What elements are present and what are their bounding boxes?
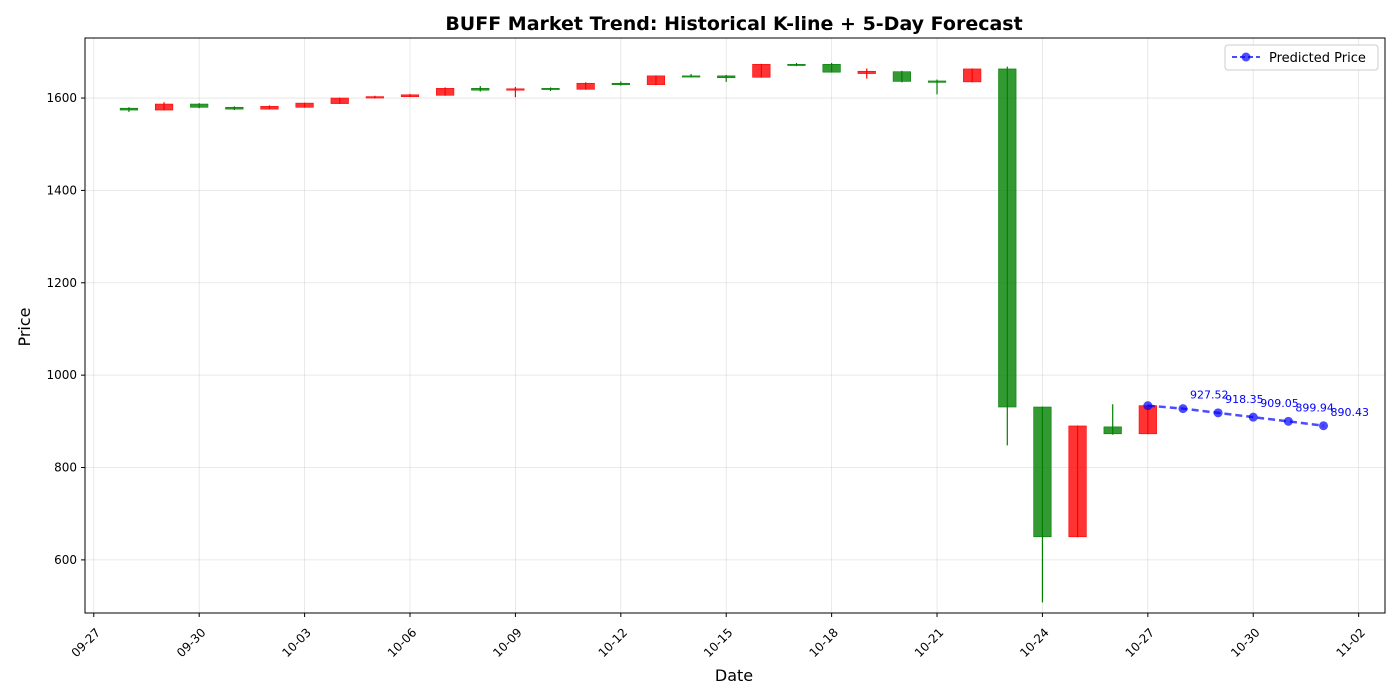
candle-body (365, 96, 384, 99)
candle-body (295, 102, 314, 108)
x-tick-label: 10-21 (912, 625, 947, 660)
prediction-value-label: 899.94 (1295, 401, 1334, 414)
prediction-point (1178, 404, 1188, 414)
candle-body (752, 64, 771, 78)
candle-body (1033, 406, 1052, 538)
y-tick-label: 800 (54, 461, 77, 475)
y-axis-label: Price (15, 307, 34, 346)
candle-body (330, 97, 349, 104)
y-tick-label: 600 (54, 553, 77, 567)
candle-body (927, 80, 947, 83)
prediction-value-label: 918.35 (1225, 393, 1264, 406)
y-tick-label: 1400 (46, 183, 77, 197)
chart-title: BUFF Market Trend: Historical K-line + 5… (445, 13, 1022, 35)
candle-body (260, 106, 279, 110)
y-tick-label: 1200 (46, 276, 77, 290)
candle-body (471, 88, 490, 91)
candle-body (611, 82, 630, 85)
candle-body (1068, 425, 1087, 538)
prediction-point (1319, 421, 1329, 431)
x-axis-label: Date (715, 666, 753, 685)
candle-body (154, 103, 174, 111)
candle-body (717, 75, 736, 79)
y-tick-label: 1600 (46, 91, 77, 105)
x-tick-label: 10-24 (1017, 625, 1052, 660)
candle-body (576, 82, 595, 90)
prediction-point (1283, 416, 1293, 426)
x-tick-label: 10-09 (490, 625, 525, 660)
legend-label: Predicted Price (1269, 51, 1366, 66)
prediction-point (1213, 408, 1223, 418)
x-tick-label: 10-15 (701, 625, 736, 660)
candle-body (400, 94, 420, 97)
candle-body (225, 106, 244, 110)
x-tick-label: 09-30 (174, 625, 209, 660)
candle-body (541, 88, 560, 90)
candle-layer (119, 62, 1157, 603)
x-tick-label: 10-18 (806, 625, 841, 660)
x-tick-label: 11-02 (1333, 625, 1368, 660)
candle-body (963, 68, 982, 83)
prediction-value-label: 890.43 (1331, 406, 1370, 419)
x-tick-label: 10-27 (1123, 625, 1158, 660)
prediction-point (1248, 412, 1258, 422)
legend: Predicted Price (1224, 44, 1379, 71)
candle-body (787, 64, 806, 66)
legend-marker (1241, 52, 1251, 62)
x-tick-label: 10-12 (596, 625, 631, 660)
candle-body (119, 107, 139, 111)
prediction-point (1143, 401, 1153, 411)
candle-body (998, 68, 1017, 408)
candle-body (436, 88, 455, 96)
x-tick-label: 10-06 (385, 625, 420, 660)
prediction-value-label: 927.52 (1190, 389, 1229, 402)
candle-body (190, 103, 209, 108)
candle-body (1103, 426, 1122, 435)
x-tick-label: 09-27 (69, 625, 104, 660)
candle-body (892, 71, 911, 82)
candle-body (646, 75, 666, 85)
candle-body (857, 70, 876, 74)
y-tick-label: 1000 (46, 368, 77, 382)
legend-box (1224, 44, 1379, 71)
grid-layer (85, 38, 1385, 613)
plot-frame (84, 37, 1386, 614)
prediction-value-label: 909.05 (1260, 397, 1299, 410)
candle-body (822, 64, 841, 73)
x-tick-label: 10-30 (1228, 625, 1263, 660)
x-tick-label: 10-03 (279, 625, 314, 660)
candle-body (506, 88, 525, 91)
prediction-line (1147, 404, 1324, 427)
candle-body (681, 75, 701, 78)
